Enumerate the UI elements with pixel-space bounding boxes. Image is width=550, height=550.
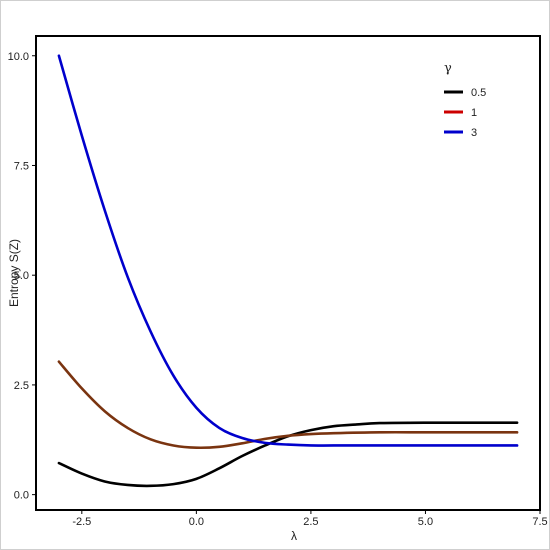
x-tick-label: -2.5	[72, 516, 91, 528]
x-tick-label: 7.5	[532, 516, 547, 528]
y-axis-ticks: 0.0 2.5 5.0 7.5 10.0	[8, 51, 36, 502]
x-axis-ticks: -2.5 0.0 2.5 5.0 7.5	[72, 510, 548, 528]
legend-label: 0.5	[471, 87, 486, 99]
y-tick-label: 5.0	[14, 270, 29, 282]
series-line-1	[57, 360, 519, 450]
y-tick-label: 0.0	[14, 490, 29, 502]
x-tick-label: 2.5	[303, 516, 318, 528]
legend: γ 0.5 1 3	[444, 61, 486, 139]
y-tick-label: 2.5	[14, 380, 29, 392]
legend-label: 1	[471, 107, 477, 119]
series-lines	[57, 54, 519, 488]
x-axis-title: λ	[291, 529, 297, 543]
series-line-0-5	[57, 421, 519, 488]
y-tick-label: 10.0	[8, 51, 29, 63]
y-tick-label: 7.5	[14, 160, 29, 172]
legend-label: 3	[471, 127, 477, 139]
series-line-3	[57, 54, 519, 447]
legend-title: γ	[444, 61, 452, 76]
x-tick-label: 0.0	[189, 516, 204, 528]
plot-area	[35, 35, 541, 511]
x-tick-label: 5.0	[418, 516, 433, 528]
y-axis-title: Entropy S(Z)	[7, 239, 21, 307]
